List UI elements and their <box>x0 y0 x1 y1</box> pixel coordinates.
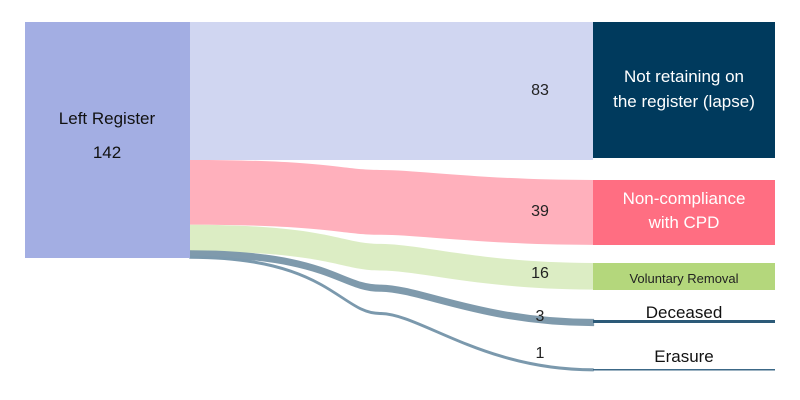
flow-3 <box>188 250 595 327</box>
flow-value-label-3: 3 <box>536 308 545 325</box>
source-node-label: Left Register <box>59 109 156 128</box>
flow-value-label-1: 39 <box>531 203 549 220</box>
target-node-0 <box>593 22 775 158</box>
source-node: Left Register 142 <box>25 22 190 258</box>
target-nodes-group: Not retaining on the register (lapse) Non-… <box>593 22 775 371</box>
flow-0 <box>190 22 593 160</box>
flow-value-label-0: 83 <box>531 82 549 99</box>
target-node-label-0-0: Not retaining on <box>624 67 744 86</box>
flow-value-label-4: 1 <box>536 345 545 362</box>
flows-group <box>188 22 595 372</box>
target-node-label-3-0: Deceased <box>646 303 723 322</box>
target-node-2 <box>593 263 775 290</box>
target-node-4 <box>593 369 775 371</box>
value-labels-group: 83 39 16 3 1 <box>531 82 549 362</box>
flow-2 <box>190 224 593 290</box>
target-node-label-4-0: Erasure <box>654 347 714 366</box>
flow-value-label-2: 16 <box>531 265 549 282</box>
target-node-label-1-0: Non-compliance <box>623 189 746 208</box>
source-node-rect <box>25 22 190 258</box>
target-node-label-0-1: the register (lapse) <box>613 92 755 111</box>
target-node-3 <box>593 320 775 323</box>
flow-4 <box>189 255 594 372</box>
source-node-value: 142 <box>93 143 121 162</box>
target-node-label-1-1: with CPD <box>648 213 720 232</box>
flow-1 <box>190 159 593 245</box>
target-node-1 <box>593 180 775 245</box>
target-node-label-2-0: Voluntary Removal <box>629 271 738 286</box>
